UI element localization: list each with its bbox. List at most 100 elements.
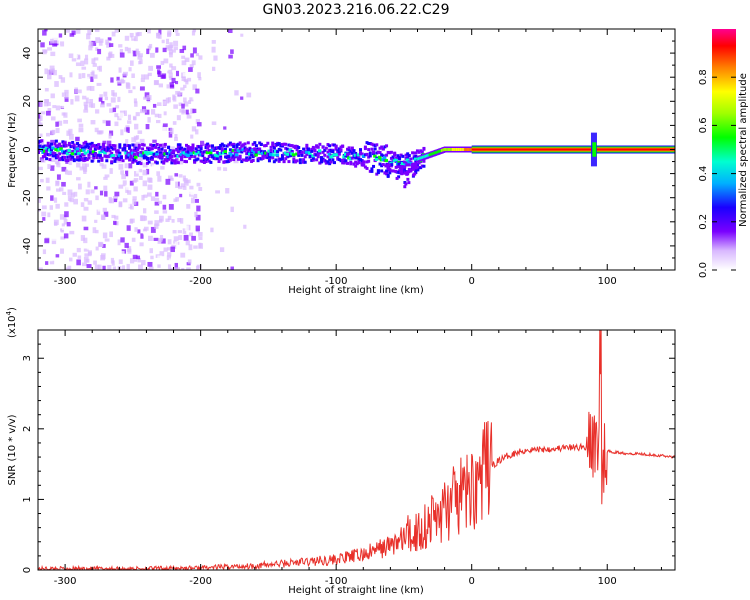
spectrogram-cell <box>85 97 89 104</box>
spectrogram-cell <box>214 147 218 151</box>
spectrogram-cell <box>128 144 132 148</box>
spectrogram-cell <box>383 145 387 149</box>
spectrogram-cell <box>211 121 217 126</box>
spectrogram-cell <box>388 171 392 175</box>
spectrogram-cell <box>279 157 283 161</box>
spectrogram-cell <box>300 150 304 154</box>
spectrogram-cell <box>55 105 61 111</box>
spectrogram-cell <box>241 158 245 162</box>
spectrogram-cell <box>43 154 47 158</box>
spectrogram-cell <box>95 246 99 251</box>
spectrogram-cell <box>163 111 167 116</box>
spectrogram-cell <box>102 140 107 145</box>
spectrogram-cell <box>354 160 358 164</box>
spectrogram-cell <box>143 150 148 154</box>
spectrogram-cell <box>54 156 58 160</box>
spectrogram-cell <box>147 72 152 77</box>
spectrogram-cell <box>176 150 180 154</box>
spectrogram-cell <box>321 157 325 161</box>
spectrogram-cell <box>192 84 197 91</box>
spectrogram-cell <box>277 147 281 151</box>
spectrogram-cell <box>157 240 162 244</box>
spectrogram-cell <box>143 96 147 100</box>
spectrogram-cell <box>109 231 113 238</box>
spectrogram-cell <box>172 49 176 53</box>
spectrogram-cell <box>154 154 158 158</box>
spectrogram-cell <box>238 157 242 161</box>
spectrogram-cell <box>167 69 173 74</box>
spectrogram-cell <box>44 238 50 244</box>
spectrogram-cell <box>76 29 81 34</box>
spectrogram-cell <box>142 143 146 147</box>
spectrogram-cell <box>126 263 130 270</box>
spectrogram-cell <box>136 148 140 152</box>
spectrogram-cell <box>105 120 111 126</box>
spectrogram-cell <box>117 96 121 102</box>
spectrogram-cell <box>184 32 189 37</box>
spectrogram-cell <box>72 252 77 257</box>
spectrogram-cell <box>240 96 244 100</box>
spectrogram-cell <box>175 148 179 152</box>
spectrogram-cell <box>64 211 69 218</box>
spectrogram-cell <box>113 240 117 246</box>
spectrogram-cell <box>191 149 195 153</box>
spectrogram-cell <box>119 156 123 160</box>
spectrogram-cell <box>344 159 348 163</box>
scale-factor-exponent: 4 <box>5 310 13 315</box>
spectrogram-cell <box>147 220 153 225</box>
spectrogram-cell <box>127 138 132 143</box>
spectrogram-cell <box>166 155 171 159</box>
spectrogram-cell <box>175 32 180 36</box>
bottom-y-axis-label: SNR (10 * v/v) <box>7 414 18 485</box>
spectrogram-cell <box>67 189 73 196</box>
spectrogram-cell <box>129 258 135 264</box>
spectrogram-cell <box>113 147 117 151</box>
spectrogram-cell <box>373 154 377 158</box>
spectrogram-cell <box>282 142 286 146</box>
spectrogram-cell <box>79 154 83 158</box>
spectrogram-cell <box>95 143 99 147</box>
spectrogram-cell <box>276 143 280 147</box>
spectrogram-cell <box>77 118 82 123</box>
x-tick-label: -100 <box>325 576 348 587</box>
spectrogram-cell <box>195 88 200 94</box>
spectrogram-cell <box>105 155 109 159</box>
y-tick-label: 2 <box>22 426 33 432</box>
spectrogram-cell <box>103 154 107 158</box>
spectrogram-cell <box>359 148 363 152</box>
spectrogram-cell <box>409 168 413 172</box>
spectrogram-cell <box>92 151 96 155</box>
spectrogram-cell <box>220 142 224 146</box>
spectrogram-cell <box>326 150 330 154</box>
spectrogram-cell <box>42 49 48 53</box>
spectrogram-cell <box>198 55 203 60</box>
spectrogram-cell <box>254 144 258 148</box>
spectrogram-cell <box>178 235 183 240</box>
spectrogram-cell <box>84 82 88 87</box>
spectrogram-cell <box>198 145 202 149</box>
spectrogram-cell <box>61 112 66 116</box>
spectrogram-cell <box>167 157 171 161</box>
spectrogram-cell <box>215 157 219 161</box>
spectrogram-cell <box>180 257 185 263</box>
spectrogram-cell <box>137 257 142 263</box>
spectrogram-cell <box>45 149 49 153</box>
spectrogram-cell <box>54 81 59 87</box>
spectrogram-cell <box>113 184 118 189</box>
spectrogram-cell <box>108 149 112 153</box>
spectrogram-cell <box>156 32 161 37</box>
spectrogram-cell <box>77 151 81 155</box>
spectrogram-cell <box>39 115 43 122</box>
spectrogram-cell <box>181 76 186 82</box>
spectrogram-cell <box>275 153 280 157</box>
spectrogram-cell <box>166 259 170 264</box>
spectrogram-cell <box>412 155 416 159</box>
spectrogram-cell <box>334 144 338 148</box>
spectrogram-cell <box>224 155 228 159</box>
spectrogram-cell <box>272 146 276 150</box>
spectrogram-cell <box>190 134 194 139</box>
spectrogram-cell <box>57 120 63 126</box>
spectrogram-cell <box>123 71 128 76</box>
spectrogram-cell <box>368 169 372 173</box>
spectrogram-cell <box>124 163 128 169</box>
